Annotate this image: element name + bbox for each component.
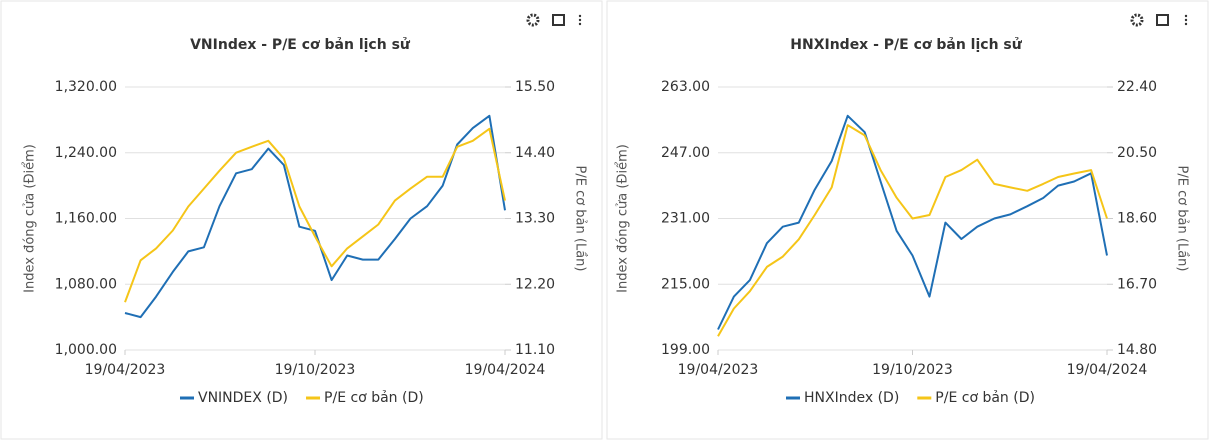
y-tick-label: 215.00 xyxy=(661,276,710,292)
chart-title: HNXIndex - P/E cơ bản lịch sử xyxy=(790,37,1022,53)
x-tick-label: 19/10/2023 xyxy=(275,362,356,378)
legend-label: P/E cơ bản (D) xyxy=(324,390,424,406)
y-tick-label: 1,000.00 xyxy=(55,342,117,358)
y-axis-title: Index đóng cửa (Điểm) xyxy=(616,144,631,293)
y-tick-label: 1,080.00 xyxy=(55,276,117,292)
y2-tick-label: 11.10 xyxy=(515,342,555,358)
x-tick-label: 19/04/2024 xyxy=(1067,362,1148,378)
x-tick-label: 19/04/2023 xyxy=(85,362,166,378)
maximize-icon[interactable] xyxy=(1156,14,1169,26)
y2-tick-label: 12.20 xyxy=(515,276,555,292)
y2-tick-label: 22.40 xyxy=(1117,79,1157,95)
y2-tick-label: 16.70 xyxy=(1117,276,1157,292)
legend-label: VNINDEX (D) xyxy=(198,390,288,406)
y-tick-label: 1,160.00 xyxy=(55,211,117,227)
chart-title: VNIndex - P/E cơ bản lịch sử xyxy=(190,37,411,53)
y2-tick-label: 20.50 xyxy=(1117,145,1157,161)
legend-label: P/E cơ bản (D) xyxy=(935,390,1035,406)
panel xyxy=(0,0,603,440)
toolbar xyxy=(526,13,1188,27)
y-tick-label: 263.00 xyxy=(661,79,710,95)
series-line xyxy=(124,127,506,303)
y-tick-label: 1,320.00 xyxy=(55,79,117,95)
settings-icon[interactable] xyxy=(1130,13,1144,27)
y2-tick-label: 14.40 xyxy=(515,145,555,161)
y2-tick-label: 18.60 xyxy=(1117,211,1157,227)
y2-tick-label: 14.80 xyxy=(1117,342,1157,358)
y-tick-label: 199.00 xyxy=(661,342,710,358)
settings-icon[interactable] xyxy=(526,13,540,27)
y2-axis-title: P/E cơ bản (Lần) xyxy=(573,166,588,272)
y2-axis-title: P/E cơ bản (Lần) xyxy=(1175,166,1190,272)
series-line xyxy=(717,124,1108,337)
maximize-icon[interactable] xyxy=(552,14,565,26)
menu-icon[interactable] xyxy=(1184,14,1188,26)
panel xyxy=(606,0,1209,440)
legend-label: HNXIndex (D) xyxy=(804,390,899,406)
series-line xyxy=(124,114,506,319)
y2-tick-label: 13.30 xyxy=(515,211,555,227)
x-tick-label: 19/04/2023 xyxy=(678,362,759,378)
x-tick-label: 19/04/2024 xyxy=(465,362,546,378)
x-tick-label: 19/10/2023 xyxy=(872,362,953,378)
y-tick-label: 231.00 xyxy=(661,211,710,227)
y-tick-label: 1,240.00 xyxy=(55,145,117,161)
y-tick-label: 247.00 xyxy=(661,145,710,161)
y-axis-title: Index đóng cửa (Điểm) xyxy=(23,144,38,293)
menu-icon[interactable] xyxy=(578,14,582,26)
series-line xyxy=(717,114,1108,330)
y2-tick-label: 15.50 xyxy=(515,79,555,95)
